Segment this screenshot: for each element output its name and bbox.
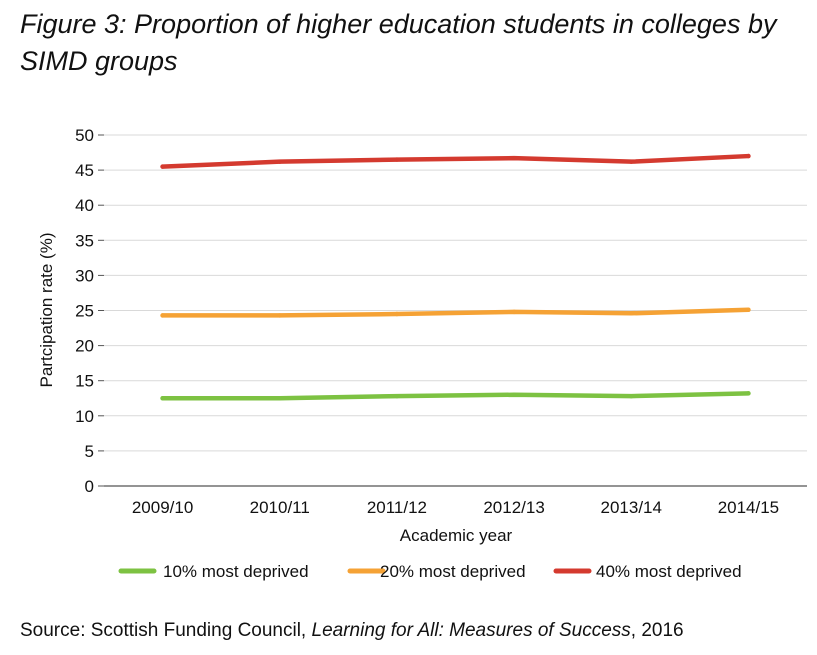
data-point [629,393,634,399]
data-point [160,396,165,401]
x-tick-label: 2010/11 [250,498,310,517]
series-line-1 [160,391,751,401]
y-tick-label: 40 [75,196,94,215]
legend-label: 20% most deprived [380,562,526,581]
data-point [394,393,400,399]
y-tick-label: 10 [75,407,94,426]
series-line-3 [160,153,751,169]
legend-label: 10% most deprived [163,562,309,581]
data-point [160,313,165,318]
data-point [629,159,634,164]
data-point [511,392,517,397]
data-point [629,311,634,316]
data-point [394,157,400,162]
legend: 10% most deprived 20% most deprived 40% mo… [118,562,742,581]
y-tick-label: 15 [75,372,94,391]
data-point [277,396,282,401]
y-tick-label: 20 [75,337,94,356]
x-tick-label: 2013/14 [601,498,662,517]
y-tick-label: 5 [85,442,94,461]
y-axis-label: Partcipation rate (%) [37,233,56,388]
data-point [277,159,282,164]
legend-item: 20% most deprived [347,562,526,581]
source-prefix: Source: Scottish Funding Council, [20,620,312,641]
x-tick-label: 2012/13 [483,498,544,517]
series-line-2 [160,307,751,318]
figure-title: Figure 3: Proportion of higher education… [20,9,777,76]
source-note: Source: Scottish Funding Council, Learni… [20,620,684,642]
y-tick-label: 45 [75,161,94,180]
x-tick-label: 2009/10 [132,498,193,517]
x-tick-label: 2011/12 [367,498,427,517]
y-tick-label: 50 [75,126,94,145]
y-tick-label: 25 [75,302,94,321]
y-tick-label: 35 [75,231,94,250]
source-publication: Learning for All: Measures of Success [311,620,631,641]
data-point [746,153,751,159]
legend-item: 40% most deprived [553,562,742,581]
data-point [746,391,751,396]
x-tick-label: 2014/15 [718,498,779,517]
y-tick-label: 30 [75,266,94,285]
legend-label: 40% most deprived [596,562,742,581]
data-point [160,164,165,169]
gridlines [104,134,807,487]
data-point [511,155,517,161]
y-axis-ticks: 0 5 10 15 20 25 30 35 40 45 50 [75,126,104,496]
x-axis-label: Academic year [400,526,513,545]
data-point [746,307,751,312]
data-point [277,313,282,318]
source-suffix: , 2016 [630,620,684,641]
legend-item: 10% most deprived [118,562,309,581]
data-point [511,309,517,315]
data-point [394,311,400,317]
x-axis-ticks: 2009/10 2010/11 2011/12 2012/13 2013/14 2014/… [132,498,779,517]
y-tick-label: 0 [85,477,94,496]
series-lines [160,153,751,401]
